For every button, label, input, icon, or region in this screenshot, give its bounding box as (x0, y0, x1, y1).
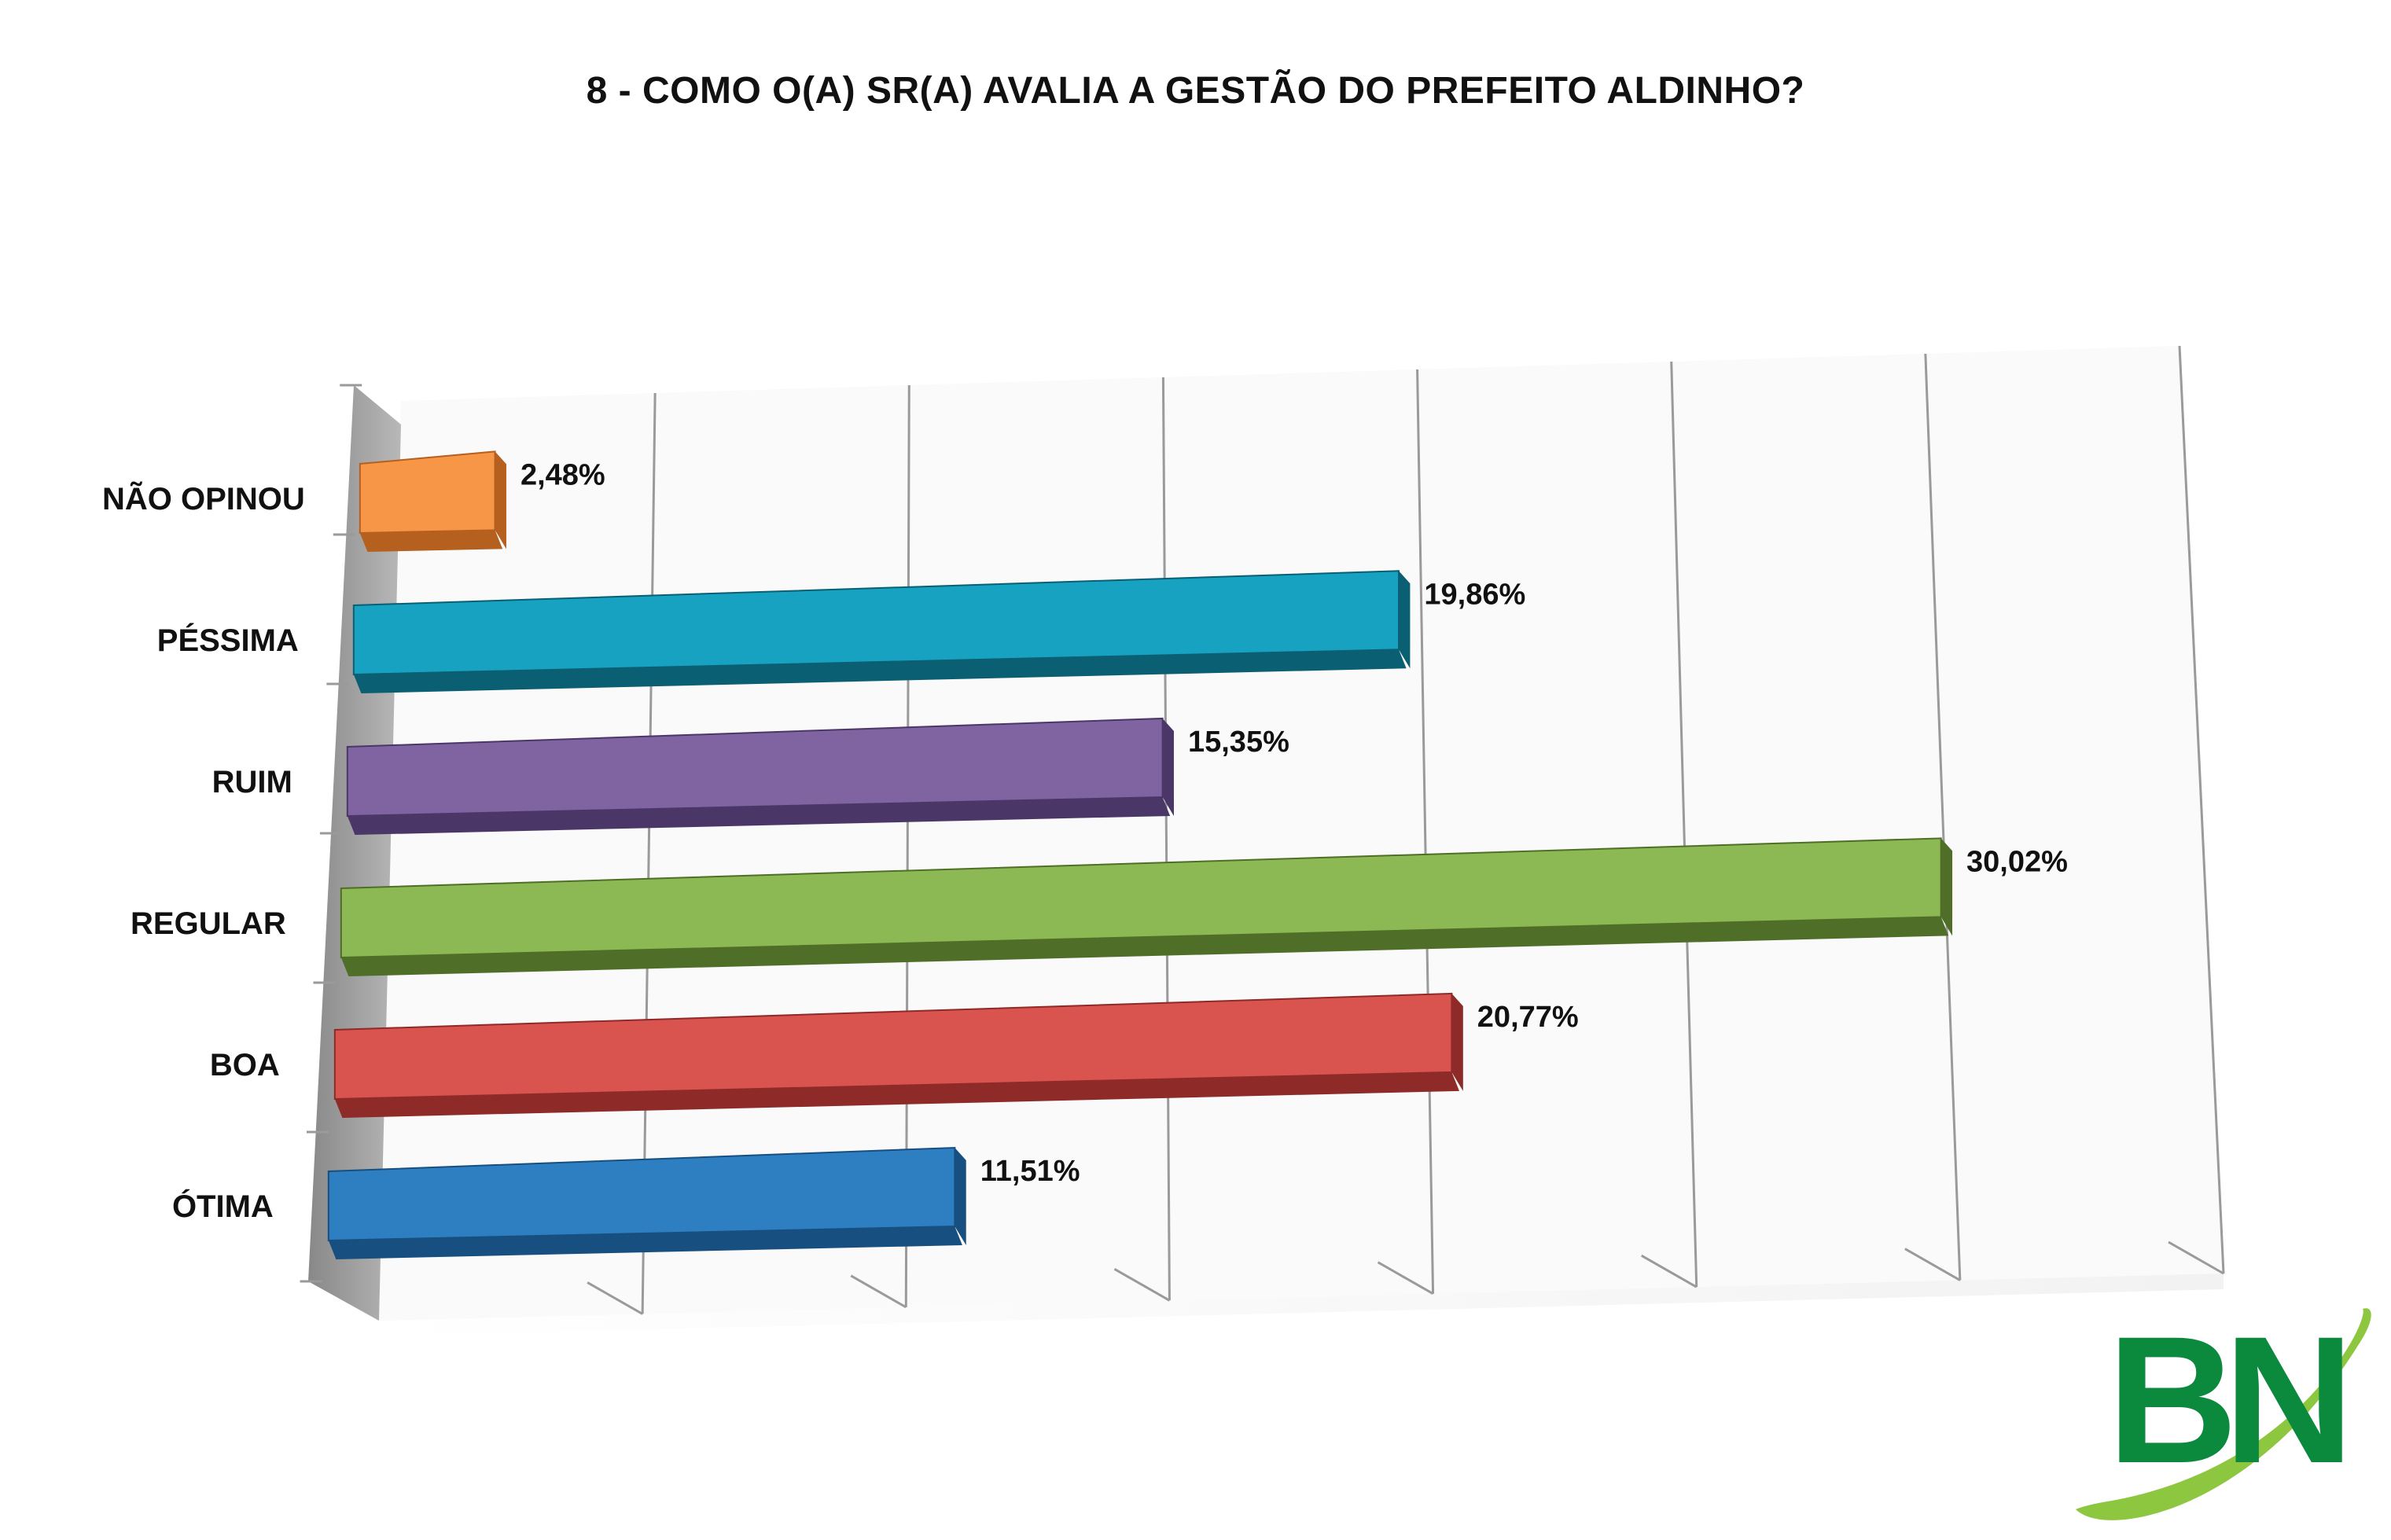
floor-tick (587, 1281, 643, 1315)
bar-3 (346, 717, 1174, 835)
floor-tick (1377, 1261, 1434, 1296)
bar-end-face (1940, 838, 1953, 936)
gridline (1416, 369, 1435, 1294)
value-labels: 2,48% 19,86% 15,35% 30,02% 20,77% 11,51% (521, 458, 2068, 1188)
bar-bottom-face (347, 796, 1171, 835)
value-label: 20,77% (1477, 1001, 1579, 1034)
bar-1 (359, 450, 506, 552)
category-label: NÃO OPINOU (102, 480, 305, 516)
bar-end-face (955, 1147, 966, 1245)
gridline (1924, 353, 1962, 1281)
floor-tick (1113, 1267, 1171, 1302)
bar-bottom-face (328, 1226, 962, 1259)
bar-4 (340, 837, 1953, 976)
category-label: PÉSSIMA (157, 623, 299, 658)
bar-end-face (1162, 718, 1174, 816)
category-label: ÓTIMA (172, 1188, 274, 1224)
value-label: 15,35% (1188, 726, 1289, 759)
floor-tick (1904, 1248, 1961, 1281)
value-label: 30,02% (1966, 845, 2068, 878)
floor-tick (850, 1274, 907, 1309)
chart-title: 8 - COMO O(A) SR(A) AVALIA A GESTÃO DO P… (586, 70, 1805, 112)
gridline (2178, 345, 2225, 1274)
gridline (1161, 377, 1171, 1301)
bar-front-face (333, 992, 1453, 1101)
bar-front-face (340, 837, 1942, 959)
category-label: BOA (210, 1048, 280, 1082)
bar-bottom-face (340, 917, 1949, 976)
category-labels: NÃO OPINOU PÉSSIMA RUIM REGULAR BOA ÓTIMA (102, 480, 305, 1224)
bars (327, 450, 1953, 1259)
bn-logo: BN (2076, 1299, 2371, 1520)
category-label: REGULAR (131, 906, 286, 941)
bar-end-face (495, 451, 506, 549)
logo-swoosh (2076, 1308, 2371, 1520)
bar-front-face (352, 570, 1400, 676)
floor-tick (1640, 1254, 1698, 1288)
bar-end-face (1399, 571, 1411, 669)
bar-front-face (327, 1146, 956, 1242)
bar-bottom-face (353, 649, 1407, 693)
bar-front-face (346, 717, 1164, 818)
value-label: 19,86% (1424, 578, 1525, 611)
bar-front-face (359, 450, 496, 535)
gridline (1670, 361, 1698, 1288)
bar-bottom-face (359, 530, 503, 552)
bar-6 (327, 1146, 966, 1259)
bar-end-face (1451, 993, 1463, 1091)
bar-2 (352, 570, 1411, 693)
bar-5 (333, 992, 1463, 1118)
value-label: 2,48% (521, 458, 605, 491)
value-label: 11,51% (980, 1155, 1080, 1188)
category-label: RUIM (212, 765, 292, 799)
floor-tick (2168, 1240, 2224, 1275)
logo-text: BN (2107, 1299, 2342, 1501)
bar-bottom-face (334, 1071, 1460, 1118)
